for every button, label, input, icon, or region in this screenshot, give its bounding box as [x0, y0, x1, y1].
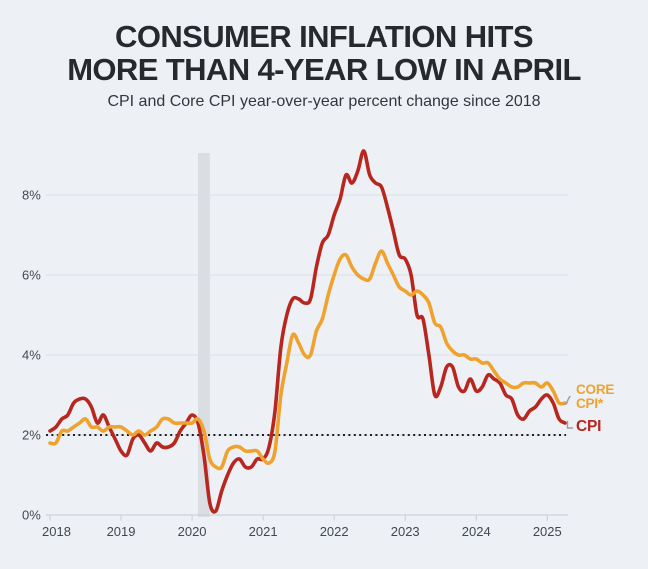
x-tick-label: 2024	[462, 524, 491, 539]
x-tick-label: 2020	[178, 524, 207, 539]
x-tick-label: 2021	[249, 524, 278, 539]
cpi-line	[48, 149, 567, 514]
x-tick-label: 2022	[320, 524, 349, 539]
header: CONSUMER INFLATION HITS MORE THAN 4-YEAR…	[0, 0, 648, 111]
x-tick-label: 2025	[533, 524, 562, 539]
chart-title-line2: MORE THAN 4-YEAR LOW IN APRIL	[67, 52, 581, 87]
y-tick-label: 2%	[22, 428, 41, 443]
line-chart: 0% 2% 4% 6% 8% 2018 2019 2020 2021 2022 2023 2024 20…	[22, 149, 574, 539]
x-tick-label: 2018	[42, 524, 71, 539]
chart-area: 0% 2% 4% 6% 8% 2018 2019 2020 2021 2022 2023 2024 20…	[0, 140, 648, 569]
x-tick-label: 2019	[107, 524, 136, 539]
chart-title: CONSUMER INFLATION HITS MORE THAN 4-YEAR…	[0, 20, 648, 86]
y-tick-label: 8%	[22, 188, 41, 203]
chart-title-line1: CONSUMER INFLATION HITS	[115, 19, 533, 54]
chart-subtitle: CPI and Core CPI year-over-year percent …	[107, 93, 541, 110]
core-cpi-label-connector	[563, 395, 571, 405]
cpi-label-connector	[566, 420, 574, 429]
recession-band	[198, 153, 210, 517]
series-label-cpi: CPI	[576, 418, 602, 435]
series-label-core-line1: CORE	[576, 382, 615, 397]
series-label-core-line2: CPI*	[576, 396, 603, 411]
series-label-core-cpi: CORE CPI*	[576, 383, 614, 411]
core-cpi-line	[48, 249, 567, 471]
y-tick-label: 0%	[22, 508, 41, 523]
x-tick-label: 2023	[391, 524, 420, 539]
y-tick-label: 6%	[22, 268, 41, 283]
y-tick-label: 4%	[22, 348, 41, 363]
